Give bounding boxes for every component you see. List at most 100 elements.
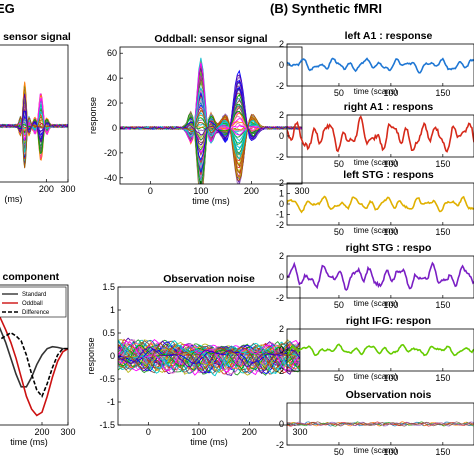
series-line	[0, 83, 68, 150]
x-tick-label: 150	[435, 447, 450, 457]
x-axis-label: time (ms)	[192, 196, 230, 206]
series-line	[120, 93, 302, 184]
y-tick-label: -1	[276, 210, 284, 220]
x-tick-label: 50	[334, 373, 344, 383]
chart-title: left A1 : response	[345, 30, 433, 42]
x-tick-label: 100	[383, 88, 398, 98]
axes-box	[119, 46, 303, 185]
x-tick-label: 100	[193, 186, 208, 196]
legend-label: Oddball	[22, 301, 43, 307]
y-tick-label: 2	[279, 178, 284, 188]
series-line	[287, 421, 474, 427]
y-tick-label: 1.5	[102, 282, 115, 292]
chart-std-sensor: 200 300 sensor signal (ms)	[0, 31, 76, 204]
x-tick-label: 50	[334, 300, 344, 310]
plot-area	[118, 337, 300, 377]
x-axis-label: time (scans)	[354, 372, 398, 381]
series-line	[118, 340, 300, 373]
chart-f3: 50 100 150 210-1-2 left STG : respons time (s…	[276, 169, 474, 237]
y-tick-label: -0.5	[99, 374, 115, 384]
x-tick-label: 50	[334, 447, 344, 457]
y-tick-label: 20	[107, 98, 117, 108]
y-tick-label: 2	[279, 110, 284, 120]
plot-area	[287, 115, 474, 153]
series-line	[120, 88, 302, 138]
series-line	[118, 346, 300, 368]
y-tick-label: 2	[279, 324, 284, 334]
plot-area	[287, 57, 474, 74]
y-tick-label: 0	[279, 131, 284, 141]
x-tick-label: 300	[292, 427, 307, 437]
y-tick-label: 2	[279, 39, 284, 49]
y-tick-label: -2	[276, 440, 284, 450]
x-tick-label: 50	[334, 88, 344, 98]
series-line	[287, 57, 474, 74]
x-tick-label: 0	[148, 186, 153, 196]
x-tick-label: 150	[435, 300, 450, 310]
axes-box	[286, 328, 474, 372]
y-tick-label: -2	[276, 366, 284, 376]
y-tick-label: 0	[279, 272, 284, 282]
y-tick-label: 0	[112, 123, 117, 133]
series-line-standard	[0, 326, 68, 388]
plot-area	[0, 81, 68, 169]
plot-area	[287, 421, 474, 427]
plot-area	[287, 261, 474, 292]
x-axis-label: time (scans)	[354, 158, 398, 167]
y-tick-label: 0	[279, 419, 284, 429]
y-tick-label: -2	[276, 152, 284, 162]
x-axis-label: time (ms)	[190, 437, 228, 447]
x-tick-label: 50	[334, 159, 344, 169]
x-tick-label: 200	[242, 427, 257, 437]
chart-title: left STG : respons	[343, 169, 434, 181]
plot-area	[0, 315, 68, 417]
chart-title: sensor signal	[3, 31, 71, 43]
chart-f6: 50 100 150 0 -2 Observation nois time (scans)	[276, 389, 474, 457]
y-tick-label: 0	[279, 199, 284, 209]
chart-f2: 50 100 150 2 0 -2 right A1 : respons time (scan…	[276, 101, 474, 169]
x-tick-label: 100	[383, 159, 398, 169]
chart-title: Observation nois	[346, 389, 432, 401]
x-tick-label: 100	[383, 373, 398, 383]
x-axis-label: time (scans)	[354, 87, 398, 96]
y-tick-label: -40	[104, 173, 117, 183]
panel-label-a: EG	[0, 1, 15, 16]
x-tick-label: 100	[383, 447, 398, 457]
x-tick-label: 150	[435, 88, 450, 98]
x-tick-label: 150	[435, 159, 450, 169]
axes-box	[0, 284, 69, 426]
series-line	[287, 343, 474, 357]
x-axis-label: time (scans)	[354, 299, 398, 308]
x-tick-label: 0	[146, 427, 151, 437]
series-line	[0, 115, 68, 169]
chart-f5: 50 100 150 2 0 -2 right IFG: respon time (scans…	[276, 315, 474, 383]
legend-label: Difference	[22, 310, 50, 316]
series-line	[287, 115, 474, 153]
y-tick-label: 1	[279, 189, 284, 199]
y-tick-label: 0.5	[102, 328, 115, 338]
series-line	[0, 108, 68, 165]
chart-f4: 50 100 150 2 0 -2 right STG : respo time (scans…	[276, 242, 474, 310]
y-tick-label: -2	[276, 293, 284, 303]
x-tick-label: 200	[244, 186, 259, 196]
chart-title: Observation noise	[163, 273, 255, 285]
x-axis-label: time (scans)	[354, 446, 398, 455]
x-tick-label: 300	[60, 184, 75, 194]
series-line	[120, 114, 302, 180]
x-tick-label: 100	[383, 227, 398, 237]
x-tick-label: 150	[435, 373, 450, 383]
x-tick-label: 200	[39, 184, 54, 194]
series-line-oddball	[0, 315, 68, 417]
series-line	[118, 344, 300, 371]
x-tick-label: 300	[294, 186, 309, 196]
series-line	[118, 342, 300, 371]
chart-comp: 200 300 al component time (ms) Standard Oddba…	[0, 271, 76, 447]
legend: Standard Oddball Difference	[0, 286, 67, 318]
series-line	[287, 195, 474, 214]
series-line	[120, 109, 302, 181]
series-line	[118, 343, 300, 372]
y-tick-label: -1	[107, 397, 115, 407]
